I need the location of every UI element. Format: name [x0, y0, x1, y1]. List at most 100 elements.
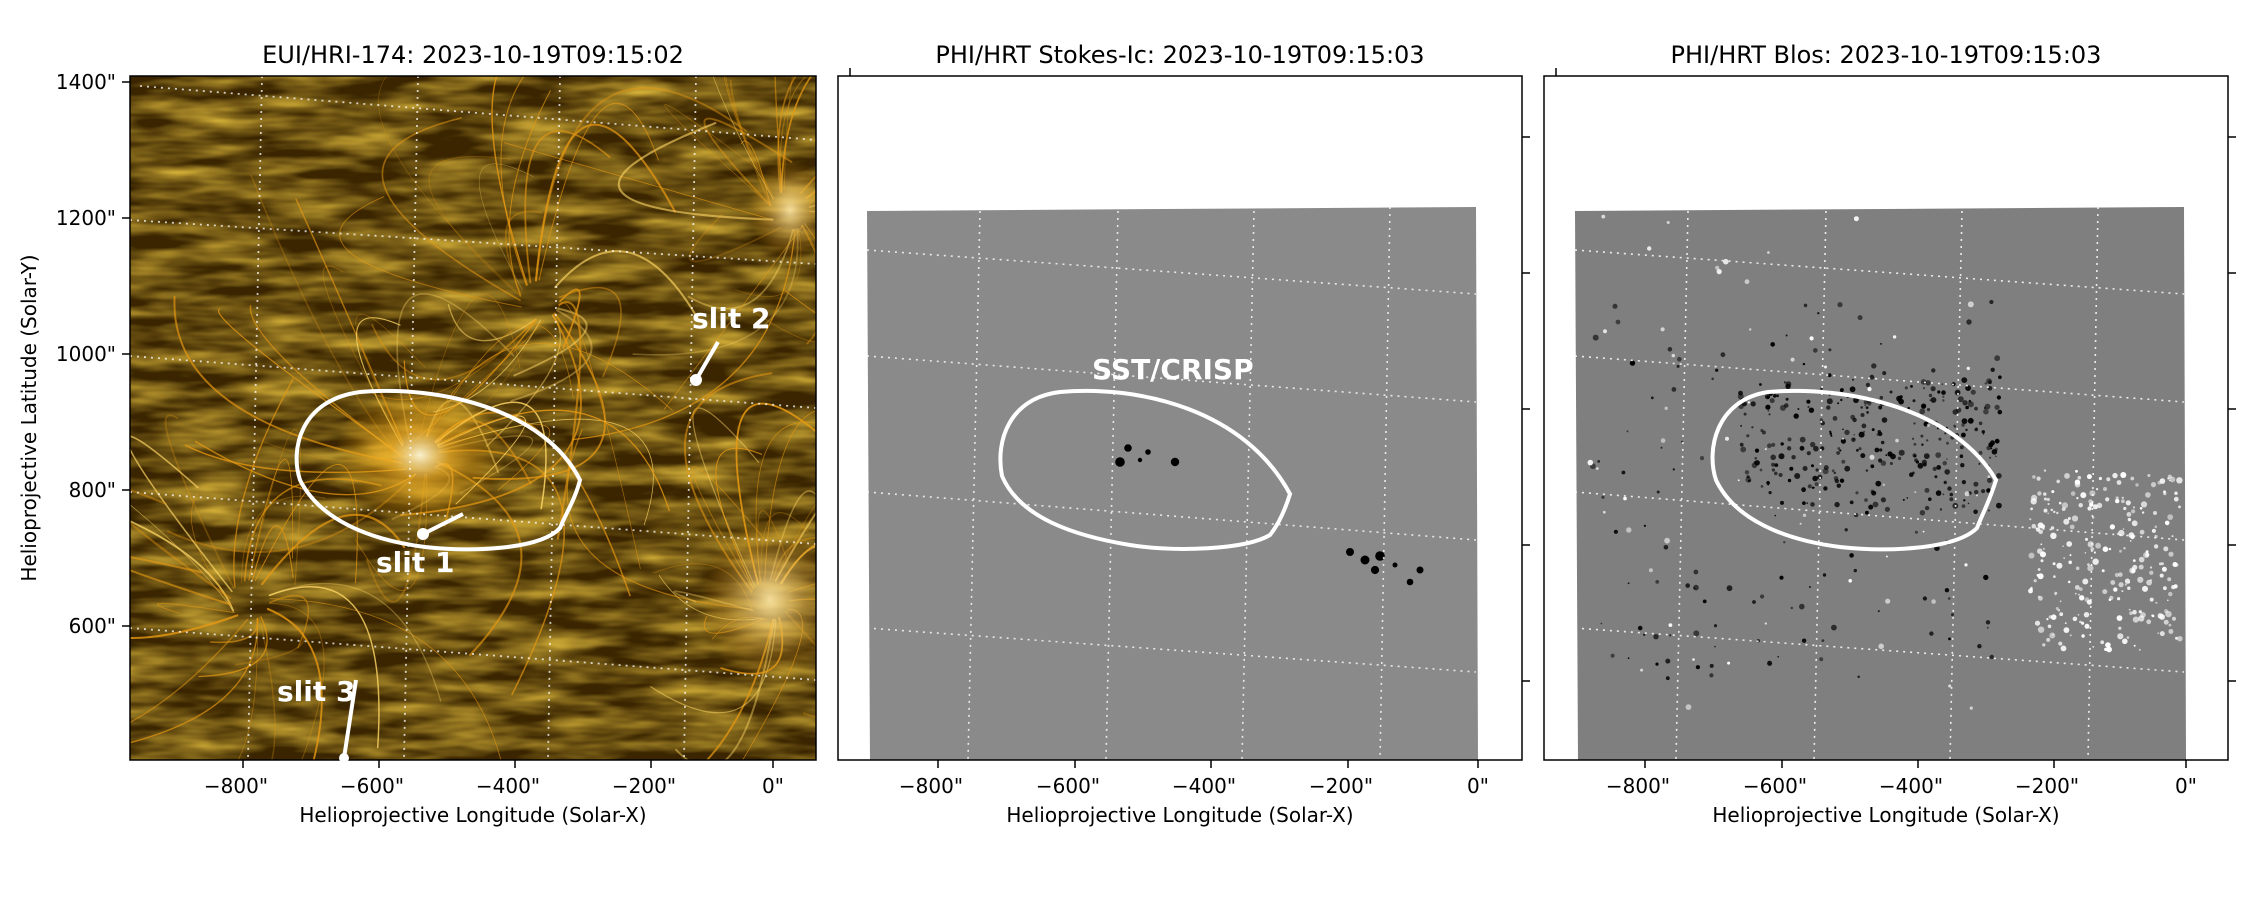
positive-flux-patch [2105, 642, 2111, 648]
negative-flux-patch [1797, 408, 1800, 410]
positive-flux-patch [2116, 480, 2122, 485]
negative-flux-patch [1936, 465, 1942, 470]
negative-flux-patch [1920, 434, 1924, 438]
positive-flux-patch [2100, 640, 2105, 645]
negative-flux-patch [1811, 464, 1814, 468]
negative-flux-patch [1996, 473, 2002, 479]
positive-flux-patch [2122, 528, 2125, 530]
negative-flux-patch [1693, 587, 1696, 590]
negative-flux-patch [1790, 606, 1794, 610]
positive-flux-patch [2163, 490, 2166, 494]
negative-flux-patch [1912, 399, 1916, 403]
negative-flux-patch [1714, 645, 1716, 648]
negative-flux-patch [1996, 395, 2001, 400]
positive-flux-patch [2129, 567, 2136, 574]
negative-flux-patch [1629, 360, 1636, 366]
negative-flux-patch [1977, 644, 1982, 649]
positive-flux-patch [2173, 584, 2178, 589]
positive-flux-patch [1914, 491, 1917, 494]
negative-flux-patch [1963, 499, 1966, 502]
positive-flux-patch [1764, 622, 1767, 625]
negative-flux-patch [1881, 417, 1888, 423]
positive-flux-patch [2062, 545, 2064, 547]
negative-flux-patch [1702, 599, 1707, 604]
positive-flux-patch [2052, 562, 2056, 566]
negative-flux-patch [1879, 448, 1883, 452]
positive-flux-patch [2163, 546, 2169, 552]
negative-flux-patch [1959, 445, 1964, 450]
negative-flux-patch [1774, 471, 1778, 476]
positive-flux-patch [2074, 592, 2077, 595]
positive-flux-patch [2158, 562, 2162, 566]
positive-flux-patch [1885, 555, 1888, 558]
negative-flux-patch [1986, 626, 1989, 629]
dark-pore [1346, 548, 1354, 556]
negative-flux-patch [1877, 610, 1880, 613]
negative-flux-patch [1643, 524, 1646, 527]
negative-flux-patch [1837, 402, 1840, 405]
coronal-loop [783, 76, 794, 192]
negative-flux-patch [1866, 411, 1869, 414]
negative-flux-patch [1954, 389, 1961, 396]
negative-flux-patch [1989, 299, 1994, 305]
sst-crisp-label: SST/CRISP [1092, 353, 1254, 386]
negative-flux-patch [1767, 660, 1773, 666]
negative-flux-patch [1823, 486, 1828, 491]
negative-flux-patch [1849, 553, 1854, 558]
dark-pore [1370, 565, 1380, 575]
positive-flux-patch [2119, 549, 2122, 553]
negative-flux-patch [1764, 394, 1771, 400]
negative-flux-patch [1832, 416, 1838, 421]
negative-flux-patch [1744, 470, 1750, 475]
negative-flux-patch [1864, 498, 1868, 502]
positive-flux-patch [1737, 479, 1740, 482]
panel-blos-title: PHI/HRT Blos: 2023-10-19T09:15:03 [1671, 41, 2102, 69]
eui-image [130, 76, 816, 760]
negative-flux-patch [1739, 442, 1744, 447]
positive-flux-patch [2049, 632, 2056, 639]
positive-flux-patch [2168, 591, 2173, 597]
positive-flux-patch [2146, 619, 2152, 625]
negative-flux-patch [1802, 466, 1808, 471]
positive-flux-patch [1668, 623, 1673, 627]
negative-flux-patch [1713, 624, 1718, 628]
coronal-loop [266, 607, 323, 760]
negative-flux-patch [1842, 428, 1844, 431]
positive-flux-patch [2116, 532, 2120, 536]
positive-flux-patch [2117, 597, 2121, 601]
positive-flux-patch [2149, 597, 2154, 602]
negative-flux-patch [1789, 466, 1794, 471]
positive-flux-patch [2128, 532, 2135, 539]
negative-flux-patch [1592, 334, 1599, 341]
positive-flux-patch [2102, 546, 2109, 552]
negative-flux-patch [1831, 469, 1835, 473]
negative-flux-patch [1978, 421, 1983, 426]
negative-flux-patch [1771, 462, 1776, 467]
eui-ytick-label: 1400" [56, 70, 116, 94]
negative-flux-patch [1944, 588, 1950, 593]
positive-flux-patch [2115, 496, 2119, 500]
positive-flux-patch [1882, 483, 1886, 486]
negative-flux-patch [1936, 427, 1939, 430]
positive-flux-patch [2096, 502, 2103, 509]
positive-flux-patch [2064, 473, 2070, 479]
positive-flux-patch [2151, 614, 2155, 618]
positive-flux-patch [2042, 547, 2045, 550]
positive-flux-patch [2154, 525, 2158, 529]
positive-flux-patch [1975, 494, 1978, 497]
negative-flux-patch [1810, 441, 1816, 448]
positive-flux-patch [2066, 541, 2073, 547]
negative-flux-patch [1676, 364, 1680, 368]
positive-flux-patch [2069, 634, 2072, 637]
negative-flux-patch [1944, 469, 1950, 475]
negative-flux-patch [1865, 469, 1869, 472]
positive-flux-patch [2139, 507, 2143, 510]
negative-flux-patch [1984, 407, 1986, 409]
eui-xlabel: Helioprojective Longitude (Solar-X) [299, 803, 646, 827]
positive-flux-patch [2093, 551, 2096, 554]
slit-1-label: slit 1 [376, 546, 454, 579]
positive-flux-patch [2088, 499, 2093, 504]
negative-flux-patch [1851, 437, 1856, 443]
positive-flux-patch [2124, 583, 2127, 586]
negative-flux-patch [1820, 387, 1823, 391]
